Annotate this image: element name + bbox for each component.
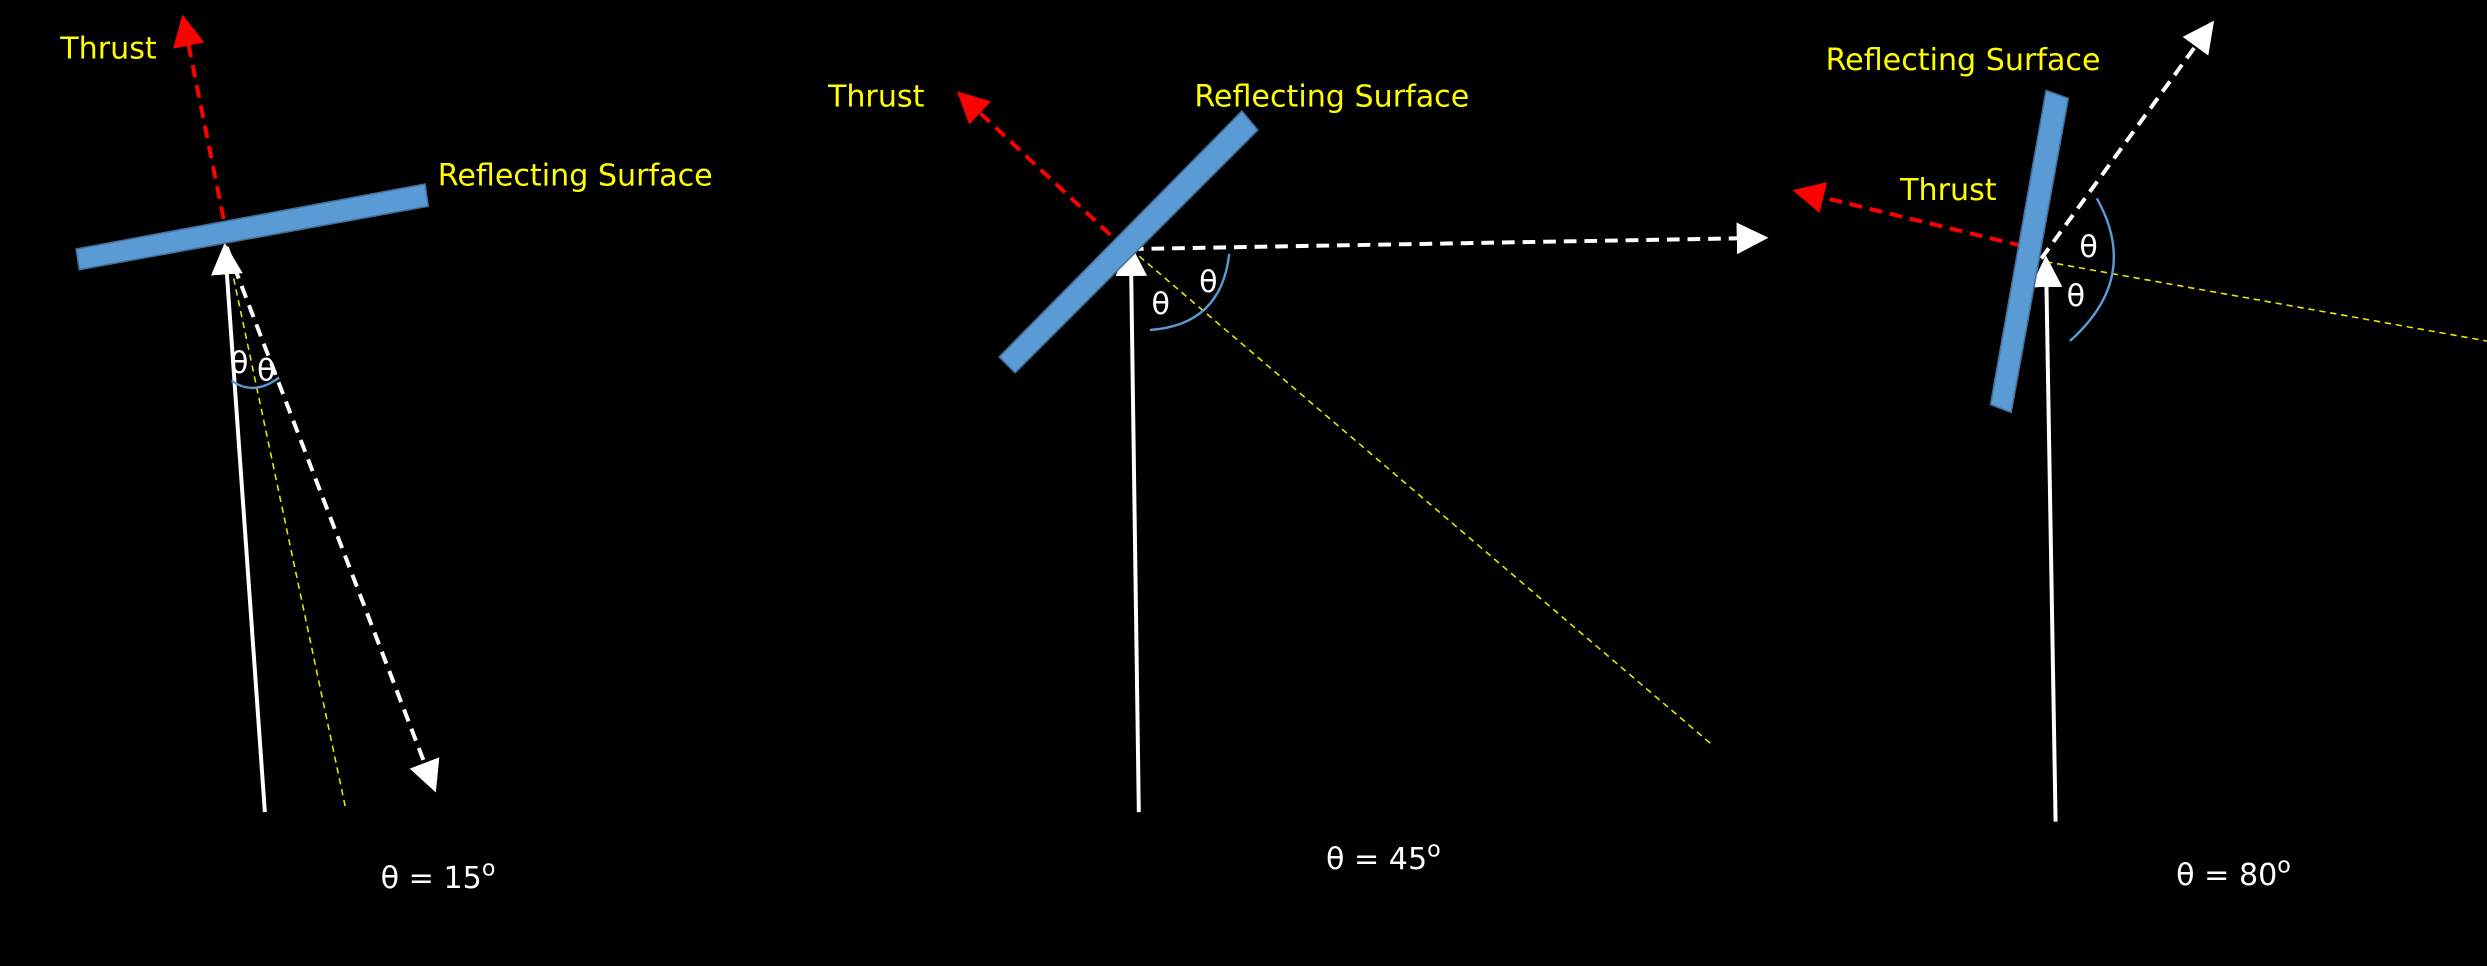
- panel-15: θ θ Thrust Reflecting Surface θ = 15o: [59, 14, 713, 897]
- reflected-ray: [2039, 20, 2215, 260]
- caption: θ = 45o: [1326, 837, 1441, 878]
- panel-45: θ θ Thrust Reflecting Surface θ = 45o: [827, 79, 1769, 878]
- reflecting-surface: [998, 109, 1259, 374]
- surface-label: Reflecting Surface: [438, 159, 713, 194]
- incident-ray: [211, 242, 267, 813]
- incident-ray: [2030, 255, 2063, 822]
- normal-line: [226, 245, 347, 810]
- normal-line: [1130, 248, 1714, 747]
- reflecting-surface: [1989, 89, 2070, 414]
- caption: θ = 80o: [2176, 852, 2291, 893]
- thrust-label: Thrust: [827, 79, 925, 114]
- thrust-arrow: [173, 14, 226, 220]
- caption-sup: o: [482, 856, 496, 882]
- surface-label: Reflecting Surface: [1194, 79, 1469, 114]
- caption-text: θ = 80: [2176, 858, 2277, 893]
- thrust-label: Thrust: [1899, 173, 1997, 208]
- angle-label: θ: [257, 354, 275, 389]
- caption-text: θ = 45: [1326, 842, 1427, 877]
- angle-arc: [230, 376, 280, 390]
- angle-label: θ: [2067, 279, 2085, 314]
- caption: θ = 15o: [381, 856, 496, 897]
- thrust-arrow: [956, 91, 1112, 237]
- caption-sup: o: [1427, 837, 1441, 863]
- reflecting-surface: [75, 183, 430, 271]
- caption-sup: o: [2277, 852, 2291, 878]
- angle-label: θ: [1152, 287, 1170, 322]
- reflected-ray: [1130, 222, 1769, 255]
- angle-arc: [1149, 253, 1231, 332]
- normal-line: [2045, 260, 2487, 342]
- caption-text: θ = 15: [381, 861, 482, 896]
- angle-label: θ: [1199, 265, 1217, 300]
- incident-ray: [1115, 244, 1148, 813]
- angle-label: θ: [230, 346, 248, 381]
- thrust-label: Thrust: [59, 32, 157, 67]
- panel-80: θ θ Thrust Reflecting Surface θ = 80o: [1792, 20, 2487, 893]
- surface-label: Reflecting Surface: [1826, 43, 2101, 78]
- angle-label: θ: [2079, 230, 2097, 265]
- angle-arc: [2069, 197, 2115, 342]
- thrust-arrow: [1792, 182, 2023, 248]
- reflected-ray: [224, 246, 440, 793]
